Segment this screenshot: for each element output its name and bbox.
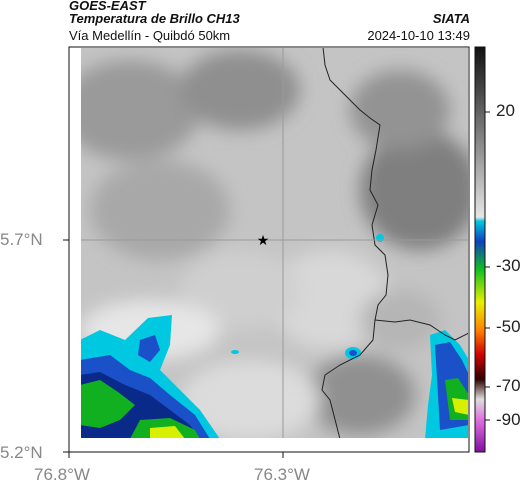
department-border: [321, 47, 389, 439]
colorbar-label: 20: [496, 101, 515, 120]
cold-spot: [231, 350, 239, 354]
satellite-name: GOES-EAST: [69, 0, 146, 13]
department-border: [374, 319, 469, 341]
cold-spot: [376, 234, 384, 242]
lon-label: 76.3°W: [254, 465, 310, 484]
convective-cells-southeast: [425, 330, 469, 439]
brightness-field: [80, 47, 469, 439]
convective-cells-southwest: [80, 315, 220, 439]
colorbar: [474, 46, 486, 453]
lon-label: 76.8°W: [34, 465, 90, 484]
colorbar-label: -70: [496, 376, 521, 395]
organization-label: SIATA: [432, 11, 470, 26]
star-marker-icon: ★: [257, 232, 270, 248]
cold-spot: [349, 350, 357, 356]
lat-label: 5.7°N: [0, 230, 43, 249]
region-subtitle: Vía Medellín - Quibdó 50km: [69, 28, 231, 43]
product-title: Temperatura de Brillo CH13: [69, 11, 240, 26]
colorbar-label: -90: [496, 410, 521, 429]
colorbar-label: -30: [496, 256, 521, 275]
timestamp-label: 2024-10-10 13:49: [367, 28, 470, 43]
lat-label: 5.2°N: [0, 443, 43, 462]
map-frame: [68, 46, 470, 453]
colorbar-label: -50: [496, 317, 521, 336]
